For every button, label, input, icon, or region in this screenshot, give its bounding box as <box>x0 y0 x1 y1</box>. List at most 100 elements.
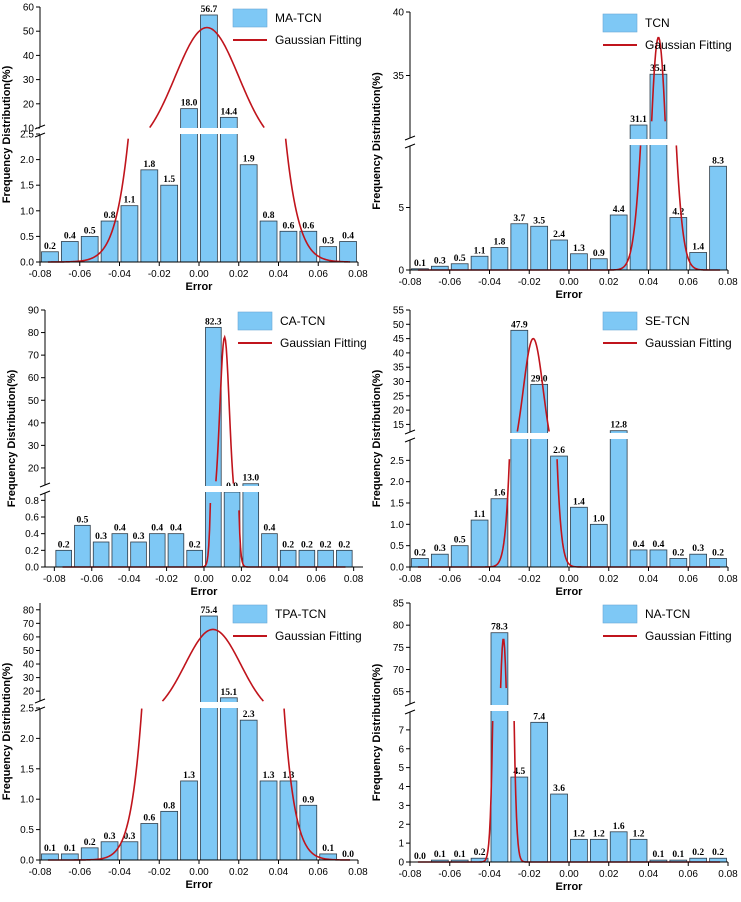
x-tick-label: -0.02 <box>148 269 171 280</box>
bar-value-label: 0.1 <box>322 844 334 854</box>
bar-value-label: 0.4 <box>342 232 354 242</box>
histogram-bar <box>223 491 241 568</box>
histogram-bar <box>60 241 79 263</box>
legend-line-label: Gaussian Fitting <box>280 336 367 350</box>
bar-value-label: 1.2 <box>633 829 645 839</box>
y-tick-label: 25 <box>393 391 405 402</box>
bar-value-label: 1.3 <box>573 244 585 254</box>
bar-value-label: 78.3 <box>491 623 508 633</box>
x-tick-label: 0.04 <box>269 867 289 878</box>
bar-value-label: 0.5 <box>76 515 88 525</box>
histogram-bar <box>55 549 72 568</box>
y-tick-label: 50 <box>23 646 35 657</box>
histogram-bar <box>709 165 727 271</box>
x-tick-label: -0.08 <box>399 574 422 585</box>
histogram-bar <box>510 329 529 568</box>
histogram-bar <box>570 838 588 863</box>
bar-value-label: 0.3 <box>322 237 334 247</box>
x-tick-label: 0.08 <box>344 574 364 585</box>
bar-value-label: 0.2 <box>282 540 294 550</box>
bar-value-label: 0.2 <box>58 540 70 550</box>
y-tick-label: 40 <box>393 348 405 359</box>
histogram-bar <box>450 545 469 568</box>
histogram-bar <box>74 524 91 568</box>
axis-break-band <box>410 139 728 145</box>
bar-value-label: 31.1 <box>630 115 647 125</box>
bar-value-label: 0.2 <box>712 548 724 558</box>
x-tick-label: 0.02 <box>599 277 619 288</box>
bar-value-label: 7.4 <box>533 712 545 722</box>
x-tick-label: -0.04 <box>478 277 501 288</box>
axis-break-band <box>410 433 728 439</box>
x-axis-title: Error <box>556 289 584 301</box>
x-tick-label: 0.04 <box>639 869 659 880</box>
bar-value-label: 0.3 <box>692 544 704 554</box>
histogram-bar <box>80 235 99 263</box>
y-tick-label: 40 <box>23 51 35 62</box>
axis-break-mark <box>404 437 416 443</box>
y-tick-label: 1.5 <box>20 181 34 192</box>
bar-value-label: 0.4 <box>151 524 163 534</box>
bar-value-label: 1.3 <box>263 771 275 781</box>
bar-value-label: 0.1 <box>44 844 56 854</box>
axis-break-mark <box>34 698 46 704</box>
bar-value-label: 0.4 <box>64 232 76 242</box>
histogram-bar <box>130 541 147 568</box>
y-tick-label: 0.6 <box>25 513 39 524</box>
x-tick-label: -0.06 <box>68 269 91 280</box>
histogram-bar <box>41 853 59 861</box>
histogram-bar <box>160 184 179 263</box>
bar-value-label: 1.1 <box>474 510 486 520</box>
x-tick-label: 0.06 <box>679 277 699 288</box>
bar-value-label: 1.5 <box>163 175 175 185</box>
x-tick-label: 0.04 <box>639 574 659 585</box>
legend-line-label: Gaussian Fitting <box>275 33 362 47</box>
y-tick-label: 75 <box>393 643 405 654</box>
bar-value-label: 0.9 <box>593 249 605 259</box>
x-tick-label: -0.08 <box>29 867 52 878</box>
bar-value-label: 0.8 <box>163 801 175 811</box>
bar-value-label: 0.3 <box>95 532 107 542</box>
y-tick-label: 4 <box>398 782 404 793</box>
x-tick-label: 0.04 <box>269 574 289 585</box>
x-tick-label: 0.02 <box>599 869 619 880</box>
histogram-bar <box>148 533 166 568</box>
x-tick-label: 0.06 <box>309 269 329 280</box>
x-tick-label: 0.00 <box>559 869 579 880</box>
legend-bar-label: SE-TCN <box>645 314 690 328</box>
bar-value-label: 1.6 <box>613 822 625 832</box>
histogram-bar <box>140 169 159 263</box>
panel-ca-tcn: 0.20.50.30.40.30.40.40.282.30.913.00.40.… <box>6 306 367 599</box>
bar-value-label: 0.2 <box>692 848 704 858</box>
bar-value-label: 0.3 <box>124 832 136 842</box>
x-tick-label: 0.08 <box>718 869 738 880</box>
y-tick-label: 2.5 <box>20 704 34 715</box>
bar-value-label: 1.1 <box>474 246 486 256</box>
histogram-bar <box>219 697 238 861</box>
bar-value-label: 0.1 <box>64 844 76 854</box>
x-tick-label: 0.02 <box>599 574 619 585</box>
y-tick-label: 2.0 <box>20 155 34 166</box>
x-tick-label: 0.00 <box>559 574 579 585</box>
bar-value-label: 0.2 <box>301 540 313 550</box>
histogram-bar <box>550 239 568 271</box>
bar-value-label: 1.4 <box>692 243 704 253</box>
x-tick-label: 0.06 <box>679 574 699 585</box>
histogram-bar <box>200 14 218 263</box>
y-axis-title: Frequency Distribution(%) <box>371 663 383 801</box>
x-tick-label: 0.06 <box>679 869 699 880</box>
histogram-bar <box>80 847 99 861</box>
bar-value-label: 75.4 <box>201 606 218 616</box>
bar-value-label: 1.2 <box>573 829 585 839</box>
y-tick-label: 0.0 <box>390 563 404 574</box>
histogram-bar <box>530 383 549 568</box>
y-axis-title: Frequency Distribution(%) <box>1 662 13 800</box>
axis-break-mark <box>404 429 416 435</box>
legend-line-label: Gaussian Fitting <box>645 336 732 350</box>
histogram-bar <box>239 164 258 263</box>
histogram-bar <box>649 549 668 568</box>
y-tick-label: 55 <box>393 306 405 317</box>
x-tick-label: 0.02 <box>232 574 252 585</box>
histogram-bar <box>279 780 298 861</box>
y-tick-label: 0 <box>398 858 404 869</box>
